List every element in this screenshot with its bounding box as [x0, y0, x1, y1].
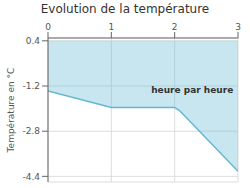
svg-text:0.4: 0.4: [26, 36, 41, 46]
svg-text:0: 0: [45, 22, 51, 32]
svg-text:3: 3: [235, 22, 241, 32]
svg-text:Température en °C: Température en °C: [8, 68, 16, 154]
svg-text:2: 2: [172, 22, 178, 32]
svg-text:-2.8: -2.8: [22, 126, 40, 136]
svg-text:1: 1: [108, 22, 114, 32]
html-text:Evolution de la température: Evolution de la température: [40, 2, 210, 16]
svg-text:-4.4: -4.4: [22, 172, 40, 182]
svg-text:heure par heure: heure par heure: [151, 85, 233, 95]
svg-text:-1.2: -1.2: [22, 81, 40, 91]
